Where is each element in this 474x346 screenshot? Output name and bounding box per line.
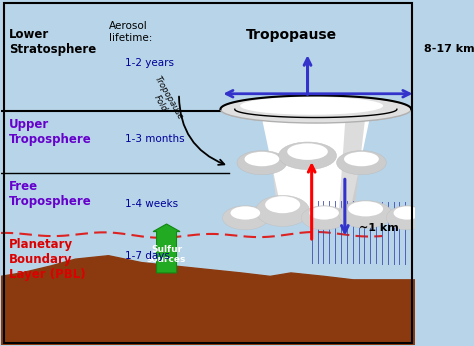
Text: Free
Troposphere: Free Troposphere xyxy=(9,180,92,208)
Ellipse shape xyxy=(393,206,420,220)
Polygon shape xyxy=(266,115,365,221)
Ellipse shape xyxy=(255,195,310,226)
Ellipse shape xyxy=(348,201,383,216)
Text: Tropopause
Fold: Tropopause Fold xyxy=(144,75,185,127)
Text: 1-3 months: 1-3 months xyxy=(125,134,185,144)
Text: Upper
Troposphere: Upper Troposphere xyxy=(9,118,92,146)
Text: ~1 km: ~1 km xyxy=(359,223,399,233)
Ellipse shape xyxy=(222,206,268,230)
Polygon shape xyxy=(261,115,371,215)
Text: Lower
Stratosphere: Lower Stratosphere xyxy=(9,28,96,56)
Polygon shape xyxy=(0,256,415,345)
Ellipse shape xyxy=(310,206,339,220)
Ellipse shape xyxy=(240,97,383,115)
Text: Tropopause: Tropopause xyxy=(246,28,337,42)
Ellipse shape xyxy=(287,143,328,160)
Ellipse shape xyxy=(386,206,428,230)
Ellipse shape xyxy=(220,95,411,123)
Text: Aerosol
lifetime:: Aerosol lifetime: xyxy=(109,21,152,43)
Text: 8-17 km: 8-17 km xyxy=(424,44,474,54)
Ellipse shape xyxy=(344,152,379,166)
Ellipse shape xyxy=(245,98,378,117)
Ellipse shape xyxy=(265,196,300,213)
Ellipse shape xyxy=(338,201,392,228)
Ellipse shape xyxy=(337,151,386,175)
Text: Sulfur
sources: Sulfur sources xyxy=(147,245,186,264)
Ellipse shape xyxy=(230,206,260,220)
Ellipse shape xyxy=(220,95,411,123)
FancyArrowPatch shape xyxy=(179,97,224,165)
Ellipse shape xyxy=(237,151,287,175)
Ellipse shape xyxy=(279,142,337,170)
Text: Planetary
Boundary
Layer (PBL): Planetary Boundary Layer (PBL) xyxy=(9,238,86,282)
Text: 1-7 days: 1-7 days xyxy=(125,251,170,261)
FancyArrow shape xyxy=(153,224,180,273)
Text: 1-2 years: 1-2 years xyxy=(125,58,174,68)
Text: 1-4 weeks: 1-4 weeks xyxy=(125,199,178,209)
Ellipse shape xyxy=(301,206,347,230)
Ellipse shape xyxy=(245,152,279,166)
Polygon shape xyxy=(338,115,365,221)
